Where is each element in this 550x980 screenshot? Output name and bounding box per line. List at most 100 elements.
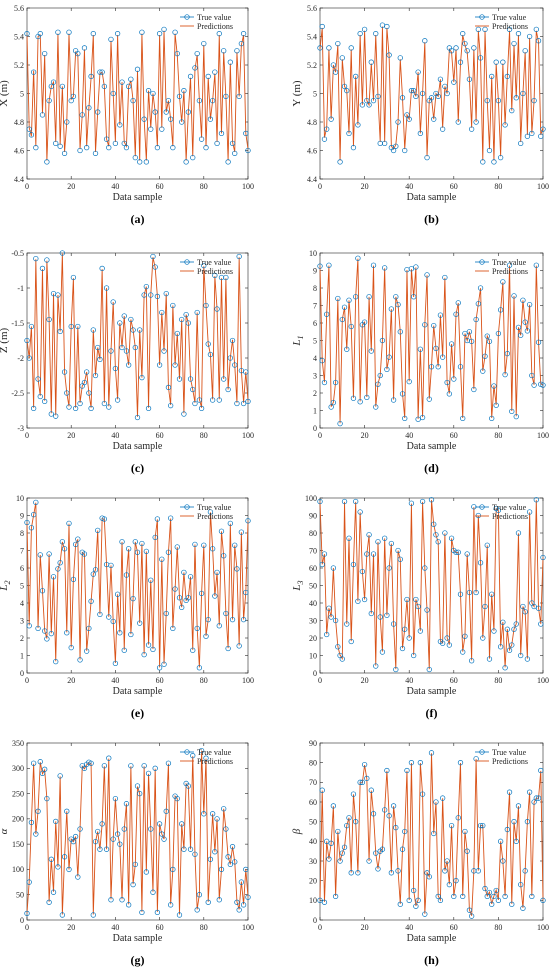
true-value-point — [424, 272, 430, 278]
true-value-point — [123, 801, 130, 807]
true-value-point — [134, 783, 141, 789]
true-value-point — [495, 330, 502, 337]
true-value-point — [33, 499, 39, 506]
true-value-point — [66, 520, 72, 527]
true-value-point — [370, 551, 377, 557]
true-value-point — [475, 26, 481, 33]
true-value-point — [187, 846, 194, 852]
true-value-point — [123, 572, 130, 578]
true-value-point — [321, 136, 328, 142]
true-value-point — [139, 374, 145, 381]
true-value-point — [408, 760, 415, 766]
y-tick-label: 3 — [20, 616, 24, 625]
true-value-point — [55, 29, 61, 35]
true-value-point — [524, 819, 531, 825]
true-value-point — [117, 841, 123, 847]
true-value-point — [518, 881, 524, 888]
true-value-point — [183, 311, 189, 318]
true-value-point — [518, 332, 524, 338]
true-value-point — [245, 518, 251, 524]
true-value-point — [335, 295, 341, 302]
true-value-point — [229, 844, 236, 850]
true-value-point — [112, 365, 119, 372]
legend-true-marker — [479, 504, 485, 510]
true-value-point — [221, 48, 227, 54]
true-value-point — [48, 83, 54, 90]
true-value-point — [335, 828, 341, 835]
legend-true-label: True value — [197, 258, 232, 267]
true-value-point — [442, 274, 448, 281]
true-value-point — [317, 45, 323, 51]
y-tick-label: 7 — [313, 301, 317, 310]
true-value-point — [440, 640, 446, 646]
true-value-point — [477, 55, 484, 61]
true-value-point — [344, 621, 350, 627]
true-value-point — [156, 362, 163, 368]
true-value-point — [509, 107, 515, 114]
true-value-point — [37, 31, 43, 37]
true-value-point — [520, 90, 526, 97]
true-value-point — [198, 747, 205, 754]
true-value-point — [117, 630, 123, 636]
true-value-point — [491, 893, 497, 900]
true-value-point — [341, 304, 348, 310]
true-value-point — [444, 858, 450, 864]
true-value-point — [357, 399, 363, 405]
true-value-point — [26, 126, 32, 132]
true-value-point — [350, 395, 357, 401]
true-value-point — [84, 144, 90, 151]
legend-true-marker — [479, 259, 485, 265]
chart-panel-f: 0 20 40 60 80 100 0 10 20 30 40 50 60 70 80 90 100 True v… — [291, 494, 549, 720]
true-value-point — [540, 554, 546, 561]
true-value-point — [377, 372, 383, 379]
true-value-point — [232, 150, 238, 157]
true-value-point — [229, 616, 236, 623]
true-value-point — [393, 294, 399, 300]
true-value-point — [95, 109, 101, 115]
true-value-point — [117, 320, 123, 326]
true-value-point — [92, 372, 99, 379]
y-tick-label: 4.8 — [307, 118, 317, 127]
true-value-point — [484, 893, 490, 900]
true-value-point — [375, 381, 381, 387]
true-value-point — [81, 551, 88, 557]
true-value-point — [221, 376, 227, 382]
true-value-point — [489, 73, 495, 80]
true-value-point — [504, 350, 510, 357]
true-value-point — [348, 870, 354, 876]
true-value-point — [57, 143, 63, 149]
true-value-point — [179, 119, 185, 125]
legend-pred-label: Predictions — [492, 757, 528, 766]
legend-true-marker — [184, 504, 190, 510]
true-value-point — [209, 546, 216, 552]
true-value-point — [161, 26, 167, 33]
true-value-point — [236, 253, 242, 260]
true-value-point — [92, 150, 99, 157]
y-axis-label: Y (m) — [291, 80, 303, 107]
true-value-point — [156, 31, 163, 37]
y-tick-label: 350 — [12, 739, 24, 748]
series-line-predictions — [319, 26, 544, 161]
true-value-point — [475, 512, 481, 519]
true-value-point — [535, 38, 542, 44]
true-value-point — [422, 38, 428, 44]
true-value-point — [509, 901, 515, 907]
true-value-point — [35, 376, 41, 382]
true-value-point — [355, 870, 361, 876]
panel-caption: (g) — [131, 953, 145, 967]
true-value-point — [139, 29, 145, 35]
true-value-point — [55, 566, 61, 572]
true-value-point — [229, 337, 236, 344]
true-value-point — [218, 866, 225, 873]
true-value-point — [377, 614, 383, 620]
true-value-point — [84, 369, 90, 375]
true-value-point — [30, 760, 37, 766]
true-value-point — [526, 301, 533, 308]
true-value-point — [92, 567, 99, 573]
true-value-point — [170, 625, 176, 632]
true-value-point — [388, 540, 395, 547]
x-axis-label: Data sample — [113, 192, 163, 203]
x-tick-label: 0 — [318, 431, 322, 440]
y-tick-label: 8 — [20, 529, 24, 538]
true-value-point — [212, 69, 218, 75]
